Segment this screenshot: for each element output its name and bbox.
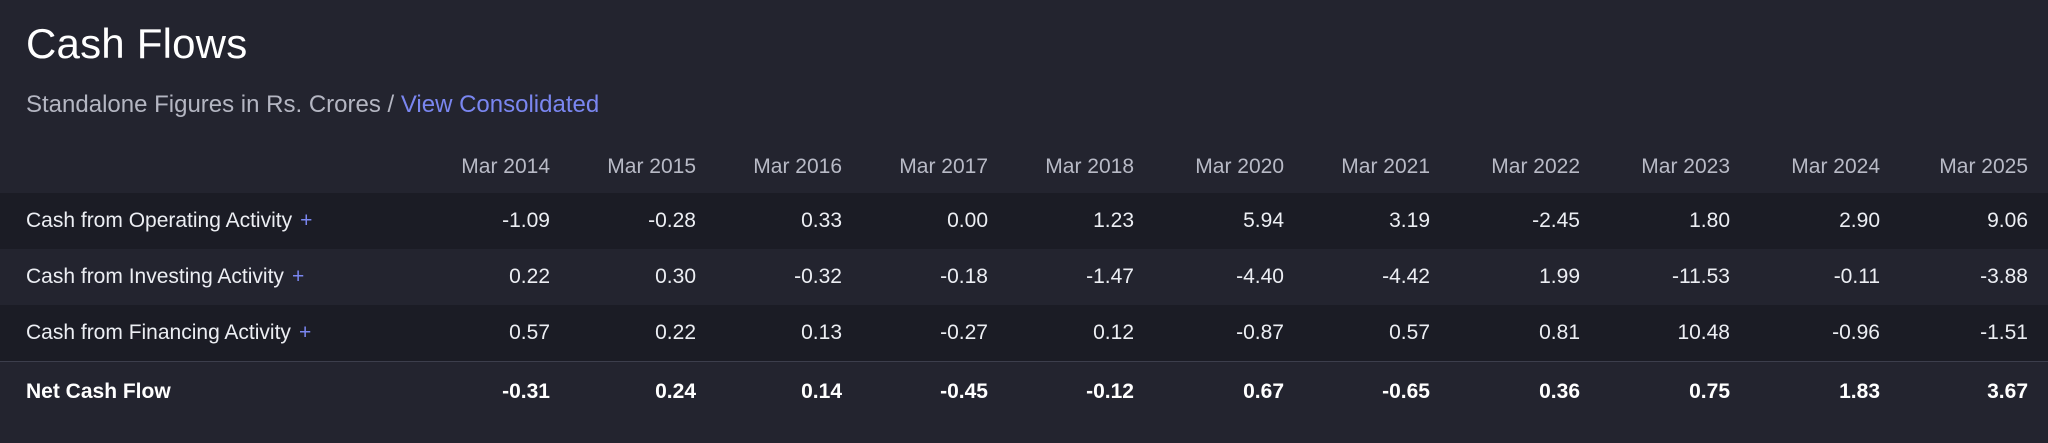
table-cell: 5.94 (1134, 193, 1284, 249)
table-cell: 0.57 (420, 305, 550, 362)
table-cell: -3.88 (1880, 249, 2048, 305)
table-cell: 0.13 (696, 305, 842, 362)
table-cell: 2.90 (1730, 193, 1880, 249)
table-cell: -4.40 (1134, 249, 1284, 305)
subtitle: Standalone Figures in Rs. Crores / View … (26, 88, 599, 122)
table-cell: 3.19 (1284, 193, 1430, 249)
row-label: Cash from Operating Activity (26, 209, 293, 232)
expand-plus-icon[interactable]: + (300, 209, 313, 232)
table-cell: 0.14 (696, 361, 842, 422)
table-cell: -1.51 (1880, 305, 2048, 362)
row-label-cell[interactable]: Cash from Operating Activity + (0, 193, 420, 249)
table-cell: -0.65 (1284, 361, 1430, 422)
row-label-cell: Net Cash Flow (0, 361, 420, 422)
table-cell: -0.45 (842, 361, 988, 422)
row-label: Net Cash Flow (26, 380, 171, 403)
table-cell: 0.22 (550, 305, 696, 362)
table-cell: 0.00 (842, 193, 988, 249)
row-label: Cash from Financing Activity (26, 321, 291, 344)
table-cell: 0.57 (1284, 305, 1430, 362)
table-cell: 0.36 (1430, 361, 1580, 422)
column-header: Mar 2018 (1045, 155, 1134, 178)
table-cell: 10.48 (1580, 305, 1730, 362)
column-header: Mar 2017 (899, 155, 988, 178)
table-cell: -0.32 (696, 249, 842, 305)
page-title: Cash Flows (26, 20, 248, 67)
expand-plus-icon[interactable]: + (298, 321, 312, 344)
table-cell: 1.99 (1430, 249, 1580, 305)
table-cell: 0.12 (988, 305, 1134, 362)
table-cell: 0.22 (420, 249, 550, 305)
table-cell: -0.31 (420, 361, 550, 422)
table-cell: 0.67 (1134, 361, 1284, 422)
header-label-cell (0, 141, 420, 193)
table-cell: -0.87 (1134, 305, 1284, 362)
table-cell: 3.67 (1880, 361, 2048, 422)
table-cell: -0.12 (988, 361, 1134, 422)
expand-plus-icon[interactable]: + (291, 265, 305, 288)
header-row: Mar 2014 Mar 2015 Mar 2016 Mar 2017 Mar … (0, 141, 2048, 193)
cash-flows-table: Mar 2014 Mar 2015 Mar 2016 Mar 2017 Mar … (0, 141, 2048, 422)
column-header: Mar 2024 (1791, 155, 1880, 178)
table-cell: 9.06 (1880, 193, 2048, 249)
table-cell: 1.23 (988, 193, 1134, 249)
column-header: Mar 2020 (1195, 155, 1284, 178)
column-header: Mar 2025 (1939, 155, 2028, 178)
table-cell: 1.83 (1730, 361, 1880, 422)
column-header: Mar 2023 (1641, 155, 1730, 178)
table-cell: -0.11 (1730, 249, 1880, 305)
row-label: Cash from Investing Activity (26, 265, 284, 288)
subtitle-text: Standalone Figures in Rs. Crores / (26, 91, 395, 118)
table-row-net-cash-flow: Net Cash Flow -0.31 0.24 0.14 -0.45 -0.1… (0, 361, 2048, 422)
table-cell: 0.81 (1430, 305, 1580, 362)
column-header: Mar 2022 (1491, 155, 1580, 178)
column-header: Mar 2021 (1341, 155, 1430, 178)
table-cell: -11.53 (1580, 249, 1730, 305)
table-cell: -0.96 (1730, 305, 1880, 362)
table-cell: 0.24 (550, 361, 696, 422)
row-label-cell[interactable]: Cash from Financing Activity + (0, 305, 420, 362)
table-cell: -0.18 (842, 249, 988, 305)
table-cell: 0.30 (550, 249, 696, 305)
table-cell: -1.47 (988, 249, 1134, 305)
table-row-financing: Cash from Financing Activity + 0.57 0.22 … (0, 305, 2048, 362)
table-row-investing: Cash from Investing Activity + 0.22 0.30 … (0, 249, 2048, 305)
table-cell: -0.27 (842, 305, 988, 362)
table-cell: -1.09 (420, 193, 550, 249)
table-cell: -4.42 (1284, 249, 1430, 305)
column-header: Mar 2015 (607, 155, 696, 178)
table-cell: -2.45 (1430, 193, 1580, 249)
column-header: Mar 2014 (461, 155, 550, 178)
view-consolidated-link[interactable]: View Consolidated (400, 91, 600, 118)
table-cell: 0.33 (696, 193, 842, 249)
column-header: Mar 2016 (753, 155, 842, 178)
row-label-cell[interactable]: Cash from Investing Activity + (0, 249, 420, 305)
table-row-operating: Cash from Operating Activity + -1.09 -0.2… (0, 193, 2048, 249)
table-cell: 1.80 (1580, 193, 1730, 249)
table-cell: 0.75 (1580, 361, 1730, 422)
table-cell: -0.28 (550, 193, 696, 249)
